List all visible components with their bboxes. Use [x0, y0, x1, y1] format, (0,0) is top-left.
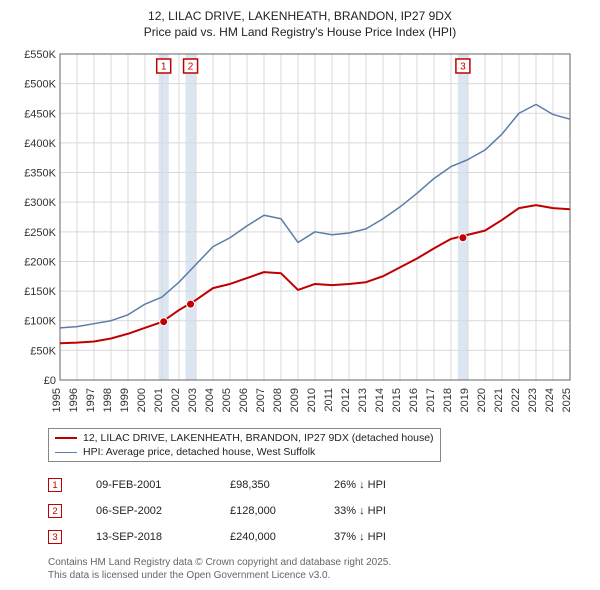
sale-row: 1 09-FEB-2001 £98,350 26% ↓ HPI: [48, 472, 588, 498]
svg-text:2012: 2012: [340, 388, 352, 412]
attribution: Contains HM Land Registry data © Crown c…: [48, 556, 588, 582]
sale-price: £128,000: [230, 505, 300, 517]
svg-text:2008: 2008: [272, 388, 284, 412]
svg-text:2025: 2025: [561, 388, 573, 412]
sales-list: 1 09-FEB-2001 £98,350 26% ↓ HPI 2 06-SEP-2002…: [48, 472, 588, 550]
svg-text:2011: 2011: [323, 388, 335, 412]
svg-text:£100K: £100K: [24, 316, 56, 328]
svg-text:2018: 2018: [442, 388, 454, 412]
sale-badge: 2: [48, 504, 62, 518]
svg-text:1995: 1995: [51, 388, 63, 412]
svg-text:1996: 1996: [68, 388, 80, 412]
attribution-line-1: Contains HM Land Registry data © Crown c…: [48, 556, 588, 569]
svg-text:£250K: £250K: [24, 227, 56, 239]
svg-text:2: 2: [188, 62, 194, 73]
svg-text:£300K: £300K: [24, 198, 56, 210]
sale-hpi-delta: 26% ↓ HPI: [334, 479, 386, 491]
title-line-1: 12, LILAC DRIVE, LAKENHEATH, BRANDON, IP…: [12, 8, 588, 24]
chart-svg: £0 £50K £100K £150K £200K £250K £300K £350K £400…: [18, 44, 578, 422]
sale-hpi-delta: 33% ↓ HPI: [334, 505, 386, 517]
sale-badge: 3: [48, 530, 62, 544]
sale-price: £240,000: [230, 531, 300, 543]
svg-text:2005: 2005: [221, 388, 233, 412]
svg-text:1997: 1997: [85, 388, 97, 412]
svg-text:2002: 2002: [170, 388, 182, 412]
sale-row: 2 06-SEP-2002 £128,000 33% ↓ HPI: [48, 498, 588, 524]
svg-text:2004: 2004: [204, 388, 216, 412]
svg-text:£500K: £500K: [24, 79, 56, 91]
svg-text:2013: 2013: [357, 388, 369, 412]
svg-text:2023: 2023: [527, 388, 539, 412]
svg-text:2024: 2024: [544, 388, 556, 412]
sale-price: £98,350: [230, 479, 300, 491]
svg-text:2007: 2007: [255, 388, 267, 412]
svg-text:1998: 1998: [102, 388, 114, 412]
svg-text:1: 1: [161, 62, 167, 73]
svg-text:£450K: £450K: [24, 109, 56, 121]
sale-hpi-delta: 37% ↓ HPI: [334, 531, 386, 543]
svg-text:2015: 2015: [391, 388, 403, 412]
svg-text:2016: 2016: [408, 388, 420, 412]
sale-date: 13-SEP-2018: [96, 531, 196, 543]
sale-date: 09-FEB-2001: [96, 479, 196, 491]
svg-text:3: 3: [460, 62, 466, 73]
svg-text:£400K: £400K: [24, 138, 56, 150]
legend-swatch: [55, 452, 77, 453]
svg-text:2006: 2006: [238, 388, 250, 412]
svg-text:2020: 2020: [476, 388, 488, 412]
svg-text:2001: 2001: [153, 388, 165, 412]
legend-label: 12, LILAC DRIVE, LAKENHEATH, BRANDON, IP…: [83, 432, 434, 444]
svg-text:£550K: £550K: [24, 49, 56, 61]
svg-text:2000: 2000: [136, 388, 148, 412]
svg-text:2017: 2017: [425, 388, 437, 412]
svg-text:2003: 2003: [187, 388, 199, 412]
chart-container: 12, LILAC DRIVE, LAKENHEATH, BRANDON, IP…: [0, 0, 600, 590]
svg-text:£350K: £350K: [24, 168, 56, 180]
svg-text:£50K: £50K: [30, 346, 56, 358]
svg-text:£0: £0: [44, 375, 56, 387]
legend-swatch: [55, 437, 77, 439]
svg-text:1999: 1999: [119, 388, 131, 412]
svg-text:2010: 2010: [306, 388, 318, 412]
legend: 12, LILAC DRIVE, LAKENHEATH, BRANDON, IP…: [48, 428, 441, 462]
sale-badge: 1: [48, 478, 62, 492]
svg-text:2014: 2014: [374, 388, 386, 412]
svg-text:2009: 2009: [289, 388, 301, 412]
legend-item: HPI: Average price, detached house, West…: [55, 445, 434, 459]
title-line-2: Price paid vs. HM Land Registry's House …: [12, 24, 588, 40]
svg-text:2021: 2021: [493, 388, 505, 412]
svg-text:£150K: £150K: [24, 286, 56, 298]
chart-title: 12, LILAC DRIVE, LAKENHEATH, BRANDON, IP…: [12, 8, 588, 40]
legend-label: HPI: Average price, detached house, West…: [83, 446, 315, 458]
sale-date: 06-SEP-2002: [96, 505, 196, 517]
attribution-line-2: This data is licensed under the Open Gov…: [48, 569, 588, 582]
legend-item: 12, LILAC DRIVE, LAKENHEATH, BRANDON, IP…: [55, 431, 434, 445]
sale-row: 3 13-SEP-2018 £240,000 37% ↓ HPI: [48, 524, 588, 550]
svg-text:2022: 2022: [510, 388, 522, 412]
svg-text:2019: 2019: [459, 388, 471, 412]
plot-area: £0 £50K £100K £150K £200K £250K £300K £350K £400…: [18, 44, 578, 422]
svg-text:£200K: £200K: [24, 257, 56, 269]
